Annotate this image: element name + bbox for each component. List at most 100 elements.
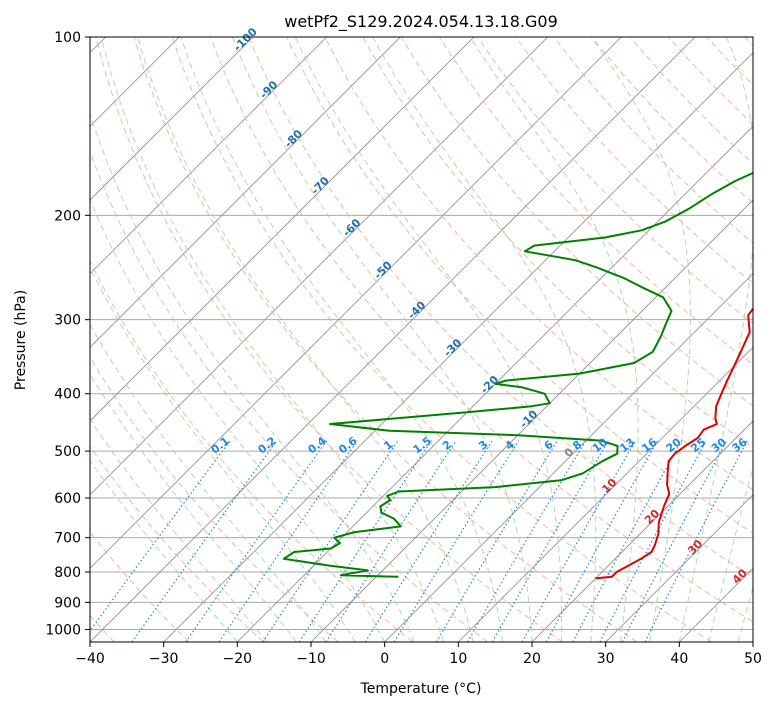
x-tick-label: 50	[744, 651, 762, 667]
dry-adiabat-line	[324, 37, 753, 491]
mixing-ratio-line	[364, 440, 493, 642]
isotherm-line	[90, 37, 475, 422]
x-tick-label: 30	[597, 651, 615, 667]
x-tick-label: 20	[523, 651, 541, 667]
dry-adiabat-label: -100	[231, 25, 260, 54]
dry-adiabat-label: 40	[730, 566, 750, 586]
mixing-ratio-line	[262, 440, 399, 642]
moist-adiabat-line	[737, 585, 753, 642]
y-tick-label: 800	[54, 565, 81, 581]
x-tick-label: −40	[75, 651, 105, 667]
y-axis-label: Pressure (hPa)	[13, 290, 29, 390]
mixing-ratio-line	[644, 440, 748, 642]
dry-adiabat-line	[95, 37, 563, 642]
mixing-ratio-label: 1.5	[411, 434, 434, 456]
dry-adiabat-line	[248, 37, 753, 578]
isotherm-line	[163, 52, 753, 642]
moist-adiabat-line	[90, 323, 327, 642]
isotherm-line	[90, 37, 696, 642]
moist-adiabat-line	[294, 37, 563, 642]
isotherm-line	[90, 37, 622, 569]
dry-adiabat-label: -30	[441, 336, 464, 359]
mixing-ratio-label: 10	[590, 435, 610, 455]
dry-adiabat-label: 10	[599, 476, 619, 496]
mixing-ratio-line	[90, 440, 231, 632]
dry-adiabat-label: -70	[309, 174, 332, 197]
dry-adiabat-line	[515, 37, 753, 284]
moist-adiabat-line	[90, 459, 238, 642]
y-tick-label: 500	[54, 444, 81, 460]
moist-adiabat-line	[90, 418, 268, 642]
dry-adiabat-line	[744, 37, 753, 47]
mixing-ratio-label: 0.6	[336, 434, 360, 456]
moist-adiabat-line	[708, 464, 753, 642]
dry-adiabat-line	[90, 356, 339, 642]
dry-adiabat-line	[668, 37, 753, 125]
moist-adiabat-line	[90, 111, 415, 642]
moist-adiabat-line	[590, 37, 691, 642]
dry-adiabat-line	[90, 445, 264, 642]
dry-adiabat-line	[90, 150, 488, 642]
y-tick-label: 100	[54, 30, 81, 46]
dry-adiabat-line	[477, 37, 753, 325]
mixing-ratio-label: 20	[664, 435, 684, 455]
dry-adiabat-line	[286, 37, 753, 534]
dry-adiabat-line	[90, 259, 414, 642]
isotherm-line	[90, 37, 327, 275]
dry-adiabat-label: -60	[340, 216, 363, 239]
moist-adiabat-line	[137, 37, 474, 642]
y-tick-label: 1000	[45, 622, 81, 638]
x-tick-label: −30	[149, 651, 179, 667]
x-axis-label: Temperature (°C)	[360, 681, 482, 697]
y-tick-label: 200	[54, 208, 81, 224]
moist-adiabat-line	[100, 37, 445, 642]
mixing-ratio-line	[491, 440, 609, 642]
x-tick-label: 10	[449, 651, 467, 667]
chart-title: wetPf2_S129.2024.054.13.18.G09	[284, 12, 558, 32]
mixing-ratio-label: 2	[440, 438, 454, 453]
dry-adiabat-label: -40	[405, 298, 428, 321]
dry-adiabat-line	[553, 37, 753, 244]
mixing-ratio-label: 0.4	[305, 434, 329, 456]
mixing-ratio-line	[325, 440, 457, 642]
mixing-ratio-line	[545, 440, 659, 642]
isotherm-line	[605, 494, 753, 642]
mixing-ratio-line	[621, 440, 728, 642]
moist-adiabat-line	[231, 37, 533, 642]
mixing-ratio-line	[572, 440, 683, 642]
dry-adiabat-line	[591, 37, 753, 204]
mixing-ratio-line	[298, 440, 432, 642]
moist-adiabat-line	[469, 37, 639, 642]
dry-adiabat-label: -50	[371, 258, 394, 281]
x-tick-label: −20	[223, 651, 253, 667]
dry-adiabat-line	[133, 37, 638, 642]
mixing-ratio-label: 16	[639, 435, 659, 455]
mixing-ratio-label: 0.2	[255, 434, 278, 456]
isotherm-line	[90, 37, 254, 201]
y-tick-label: 700	[54, 531, 81, 547]
dry-adiabat-line	[706, 37, 753, 86]
isotherm-line	[90, 37, 401, 348]
mixing-ratio-label: 25	[688, 436, 708, 456]
mixing-ratio-line	[599, 440, 707, 642]
mixing-ratio-label: 30	[709, 435, 729, 455]
y-tick-label: 400	[54, 387, 81, 403]
mixing-ratio-line	[521, 440, 637, 642]
mixing-ratio-line	[185, 440, 328, 642]
isotherm-line	[310, 199, 753, 642]
mixing-ratio-label: 3	[476, 438, 490, 453]
y-tick-label: 600	[54, 491, 81, 507]
mixing-ratio-line	[131, 440, 278, 642]
mixing-ratio-label: 0.1	[209, 434, 232, 456]
isotherm-line	[752, 641, 753, 642]
mixing-ratio-line	[393, 440, 520, 642]
dry-adiabat-label: -10	[517, 407, 540, 430]
isotherm-line	[531, 420, 753, 642]
y-tick-label: 900	[54, 595, 81, 611]
isotherm-line	[384, 273, 753, 642]
moist-adiabat-line	[90, 373, 297, 642]
dry-adiabat-label: -20	[478, 373, 501, 396]
moist-adiabat-line	[90, 198, 386, 642]
y-tick-label: 300	[54, 313, 81, 329]
moist-adiabat-line	[678, 37, 753, 642]
